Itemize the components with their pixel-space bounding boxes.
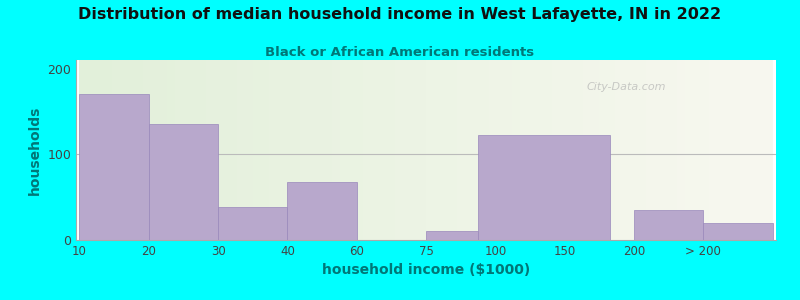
Bar bbox=[634, 210, 703, 240]
Bar bbox=[703, 223, 773, 240]
Bar bbox=[287, 182, 357, 240]
Bar bbox=[79, 94, 149, 240]
Bar bbox=[149, 124, 218, 240]
Text: Distribution of median household income in West Lafayette, IN in 2022: Distribution of median household income … bbox=[78, 8, 722, 22]
Text: City-Data.com: City-Data.com bbox=[587, 82, 666, 92]
Y-axis label: households: households bbox=[28, 105, 42, 195]
Bar bbox=[218, 207, 287, 240]
X-axis label: household income ($1000): household income ($1000) bbox=[322, 263, 530, 278]
Bar bbox=[426, 231, 478, 240]
Text: Black or African American residents: Black or African American residents bbox=[266, 46, 534, 59]
Bar bbox=[478, 135, 610, 240]
